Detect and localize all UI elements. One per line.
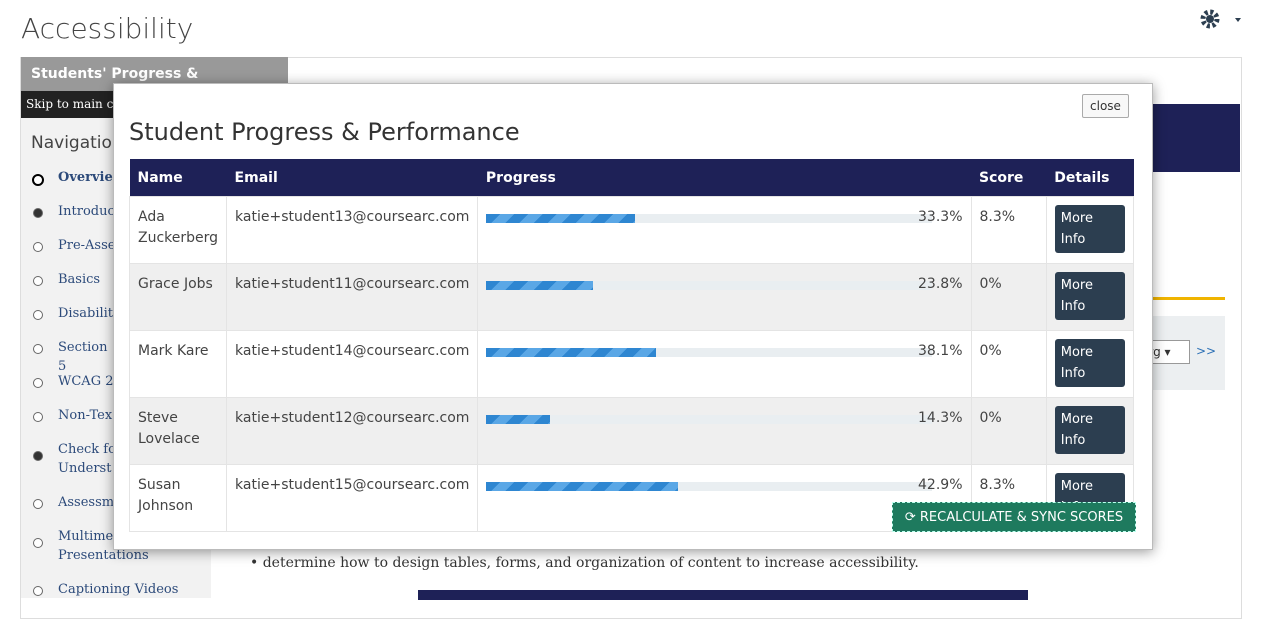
progress-bar	[486, 482, 678, 491]
more-info-button[interactable]: More Info	[1054, 406, 1125, 454]
progress-label: 33.3%	[918, 209, 963, 225]
student-email: katie+student12@coursearc.com	[226, 397, 479, 465]
nav-item[interactable]: Non-Tex	[58, 408, 113, 423]
student-name: Mark Kare	[128, 330, 228, 398]
progress-label: 14.3%	[918, 410, 963, 426]
nav-dot	[33, 310, 43, 320]
progress-bar	[486, 214, 635, 223]
nav-item[interactable]: Captioning Videos	[58, 582, 179, 597]
nav-item[interactable]: Overvie	[58, 170, 113, 185]
skip-link[interactable]: Skip to main co	[21, 91, 113, 118]
close-button[interactable]: close	[1082, 94, 1129, 118]
button-text: RECALCULATE & SYNC SCORES	[919, 510, 1124, 525]
details-cell: More Info	[1045, 263, 1135, 331]
nav-dot	[33, 242, 43, 252]
progress-cell: 23.8%	[477, 263, 972, 331]
nav-dot	[32, 174, 44, 186]
column-header: Email	[226, 159, 478, 197]
table-row: Mark Kare katie+student14@coursearc.com 38…	[128, 330, 1135, 398]
progress-track	[486, 348, 933, 357]
progress: 23.8%	[486, 274, 963, 295]
student-name: Steve Lovelace	[128, 397, 228, 465]
student-email: katie+student11@coursearc.com	[226, 263, 479, 331]
bullet-text: determine how to design tables, forms, a…	[262, 555, 919, 571]
nav-dot	[33, 276, 43, 286]
progress-cell: 14.3%	[477, 397, 972, 465]
nav-dot	[33, 344, 43, 354]
header-band	[1150, 104, 1240, 172]
nav-dot	[33, 538, 43, 548]
nav-dot	[33, 586, 43, 596]
settings-icon[interactable]	[1198, 6, 1248, 32]
nav-dot	[33, 499, 43, 509]
progress-track	[486, 415, 933, 424]
progress: 33.3%	[486, 207, 963, 228]
progress-bar	[486, 348, 657, 357]
nav-item[interactable]: WCAG 2	[58, 374, 114, 389]
nav-item[interactable]: Pre-Asse	[58, 238, 116, 253]
column-header: Score	[971, 159, 1047, 197]
nav-dot	[33, 451, 43, 461]
nav-item[interactable]: Introduc	[58, 204, 115, 219]
more-info-button[interactable]: More Info	[1054, 339, 1125, 387]
table-row: Susan Johnson katie+student15@coursearc.c…	[128, 464, 1135, 532]
nav-item[interactable]: Disabilit	[58, 306, 114, 321]
progress-track	[486, 214, 933, 223]
score: 0%	[970, 263, 1047, 331]
nav-dot	[33, 208, 43, 218]
nav-heading: Navigatior	[31, 133, 119, 153]
table-header	[418, 590, 1028, 600]
progress-track	[486, 482, 933, 491]
details-cell: More Info	[1045, 397, 1135, 465]
column-header: Details	[1046, 159, 1134, 197]
page: Accessibility Students' Progress & Perfo…	[20, 6, 1248, 619]
progress-label: 23.8%	[918, 276, 963, 292]
divider	[1150, 297, 1225, 300]
progress-cell: 42.9%	[477, 464, 972, 532]
details-cell: More Info	[1045, 196, 1135, 264]
nav-item[interactable]: Check fo Underst	[58, 442, 116, 476]
bullet: • determine how to design tables, forms,…	[250, 555, 919, 571]
progress-bar	[486, 281, 593, 290]
next-link[interactable]: >>	[1196, 344, 1217, 358]
student-email: katie+student14@coursearc.com	[226, 330, 479, 398]
nav-item[interactable]: Basics	[58, 272, 101, 287]
progress-table: Name Email Progress Score Details Ada Zuckerb…	[128, 159, 1135, 532]
nav-item[interactable]: Assessm	[58, 495, 115, 510]
column-header: Name	[129, 159, 227, 197]
student-name: Grace Jobs	[128, 263, 228, 331]
modal-title: Student Progress & Performance	[129, 118, 520, 146]
table-row: Ada Zuckerberg katie+student13@coursearc.…	[128, 196, 1135, 264]
nav-item[interactable]: Section 5	[58, 340, 108, 374]
student-email: katie+student15@coursearc.com	[226, 464, 479, 532]
progress-label: 42.9%	[918, 477, 963, 493]
more-info-button[interactable]: More Info	[1054, 272, 1125, 320]
score: 0%	[970, 330, 1047, 398]
column-header: Progress	[477, 159, 971, 197]
nav-item[interactable]: Multime Presentations	[58, 529, 149, 563]
progress: 42.9%	[486, 475, 963, 496]
progress-bar	[486, 415, 551, 424]
table-row: Steve Lovelace katie+student12@coursearc.…	[128, 397, 1135, 465]
student-email: katie+student13@coursearc.com	[226, 196, 479, 264]
progress-cell: 38.1%	[477, 330, 972, 398]
progress: 14.3%	[486, 408, 963, 429]
nav-dot	[33, 412, 43, 422]
nav-dot	[33, 378, 43, 388]
progress-label: 38.1%	[918, 343, 963, 359]
more-info-button[interactable]: More Info	[1054, 205, 1125, 253]
page-title: Accessibility	[21, 12, 194, 45]
progress: 38.1%	[486, 341, 963, 362]
recalculate-button[interactable]: ⟳ RECALCULATE & SYNC SCORES	[892, 502, 1136, 532]
score: 8.3%	[970, 196, 1047, 264]
score: 0%	[970, 397, 1047, 465]
progress-track	[486, 281, 933, 290]
student-name: Ada Zuckerberg	[128, 196, 228, 264]
details-cell: More Info	[1045, 330, 1135, 398]
student-name: Susan Johnson	[128, 464, 228, 532]
table-row: Grace Jobs katie+student11@coursearc.com 2…	[128, 263, 1135, 331]
progress-cell: 33.3%	[477, 196, 972, 264]
